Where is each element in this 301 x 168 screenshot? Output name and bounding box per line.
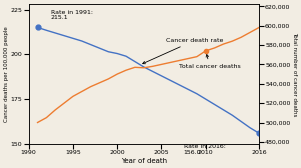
Text: Cancer death rate: Cancer death rate [143, 38, 223, 64]
Text: Rate in 1991:
215.1: Rate in 1991: 215.1 [51, 10, 93, 20]
Text: Rate in 2016:
156.0: Rate in 2016: 156.0 [184, 144, 225, 155]
Text: Total cancer deaths: Total cancer deaths [179, 54, 241, 69]
X-axis label: Year of death: Year of death [121, 158, 167, 164]
Y-axis label: Total number of cancer deaths: Total number of cancer deaths [292, 32, 297, 116]
Y-axis label: Cancer deaths per 100,000 people: Cancer deaths per 100,000 people [4, 26, 9, 122]
